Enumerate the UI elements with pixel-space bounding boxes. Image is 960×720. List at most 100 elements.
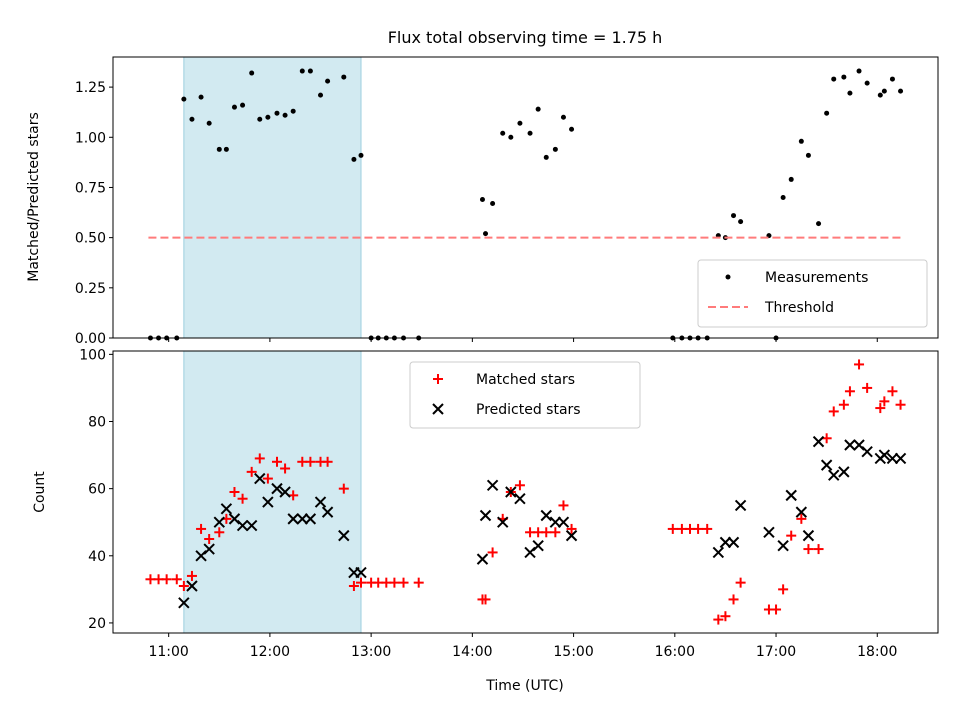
predicted-star-point <box>828 469 840 481</box>
predicted-star-point <box>479 509 492 522</box>
legend-threshold-label: Threshold <box>764 300 834 316</box>
matched-star-point <box>348 581 359 591</box>
predicted-star-point <box>314 496 327 508</box>
matched-star-point <box>246 466 257 477</box>
predicted-star-point <box>213 516 225 528</box>
x-tick-label: 17:00 <box>756 644 796 660</box>
predicted-star-point <box>296 513 309 525</box>
matched-star-point <box>356 577 367 588</box>
matched-star-point <box>828 406 839 417</box>
predicted-star-point <box>795 506 808 518</box>
measurement-point <box>831 76 837 82</box>
predicted-star-point <box>763 526 775 538</box>
top-y-axis-label: Matched/Predicted stars <box>26 112 42 282</box>
matched-star-point <box>720 611 731 622</box>
predicted-star-point <box>777 540 789 552</box>
bottom-legend: Matched stars Predicted stars <box>409 361 641 429</box>
measurement-point <box>500 130 506 136</box>
matched-star-point <box>875 403 886 414</box>
predicted-star-point <box>220 503 233 515</box>
x-tick-label: 12:00 <box>250 644 290 660</box>
predicted-star-point <box>894 452 907 465</box>
predicted-star-point <box>203 543 215 555</box>
measurement-point <box>877 92 883 98</box>
x-tick-label: 13:00 <box>351 644 391 660</box>
measurement-point <box>223 146 229 152</box>
matched-star-point <box>796 513 807 524</box>
matched-star-point <box>667 523 678 534</box>
matched-star-point <box>161 574 172 585</box>
x-tick-label: 16:00 <box>655 644 695 660</box>
y-tick-label: 20 <box>88 616 106 632</box>
bottom-x-ticks: 11:00 12:00 13:00 14:00 15:00 16:00 17:00 18:00 <box>148 633 897 660</box>
matched-star-point <box>271 456 282 467</box>
matched-star-point <box>186 570 197 581</box>
matched-star-point <box>541 527 552 538</box>
top-panel: Flux total observing time = 1.75 h 0.000… <box>26 28 939 347</box>
predicted-star-point <box>245 519 258 532</box>
y-tick-label: 0.50 <box>75 231 106 247</box>
matched-star-point <box>713 614 724 625</box>
matched-star-point <box>693 523 704 534</box>
matched-star-point <box>338 483 349 494</box>
bottom-y-axis-label: Count <box>32 471 48 513</box>
predicted-star-point <box>540 509 552 522</box>
measurement-point <box>358 152 364 158</box>
measurement-point <box>560 114 566 120</box>
matched-star-point <box>322 456 333 467</box>
predicted-star-point <box>727 536 740 549</box>
measurement-point <box>841 74 847 80</box>
y-tick-label: 0.75 <box>75 180 106 196</box>
measurement-point <box>189 116 195 122</box>
measurement-point <box>788 176 794 182</box>
matched-star-point <box>844 386 855 397</box>
top-title: Flux total observing time = 1.75 h <box>388 28 663 47</box>
measurement-point <box>864 80 870 86</box>
matched-star-point <box>178 581 189 591</box>
measurement-point <box>206 120 212 126</box>
predicted-star-point <box>812 435 825 448</box>
measurement-point <box>282 112 288 118</box>
measurement-point <box>290 108 296 114</box>
bottom-y-ticks: 20 40 60 80 100 <box>79 347 113 632</box>
matched-star-point <box>254 453 265 464</box>
matched-star-point <box>879 396 890 407</box>
matched-star-point <box>305 456 316 467</box>
measurement-point <box>490 201 496 207</box>
measurement-point <box>483 231 489 237</box>
y-tick-label: 60 <box>88 482 106 498</box>
matched-star-point <box>398 577 409 588</box>
measurement-point <box>569 126 575 132</box>
measurement-point <box>889 76 895 82</box>
measurement-point <box>738 219 744 225</box>
matched-star-point <box>813 544 824 555</box>
measurement-point <box>479 197 485 203</box>
measurement-point <box>798 138 804 144</box>
measurement-point <box>517 120 523 126</box>
legend-matched-label: Matched stars <box>476 372 575 388</box>
matched-star-point <box>214 527 225 538</box>
predicted-star-point <box>321 506 334 518</box>
measurement-point <box>198 94 204 100</box>
predicted-star-point <box>271 482 283 495</box>
predicted-star-point <box>262 496 274 508</box>
predicted-star-point <box>186 580 198 592</box>
predicted-star-point <box>236 519 249 532</box>
measurement-point <box>805 152 811 158</box>
matched-star-point <box>262 473 273 484</box>
top-y-ticks: 0.00 0.25 0.50 0.75 1.00 1.25 <box>75 80 113 347</box>
measurement-point <box>527 130 533 136</box>
matched-star-point <box>838 399 849 410</box>
predicted-star-point <box>557 516 570 528</box>
matched-star-point <box>550 527 561 538</box>
matched-star-point <box>895 399 906 410</box>
matched-star-point <box>803 544 814 555</box>
matched-star-point <box>728 594 739 605</box>
bottom-legend-box <box>409 361 641 429</box>
matched-star-point <box>480 594 491 605</box>
predicted-star-point <box>802 529 815 542</box>
matched-star-point <box>280 463 291 474</box>
matched-star-point <box>702 523 713 534</box>
measurement-point <box>307 68 313 74</box>
